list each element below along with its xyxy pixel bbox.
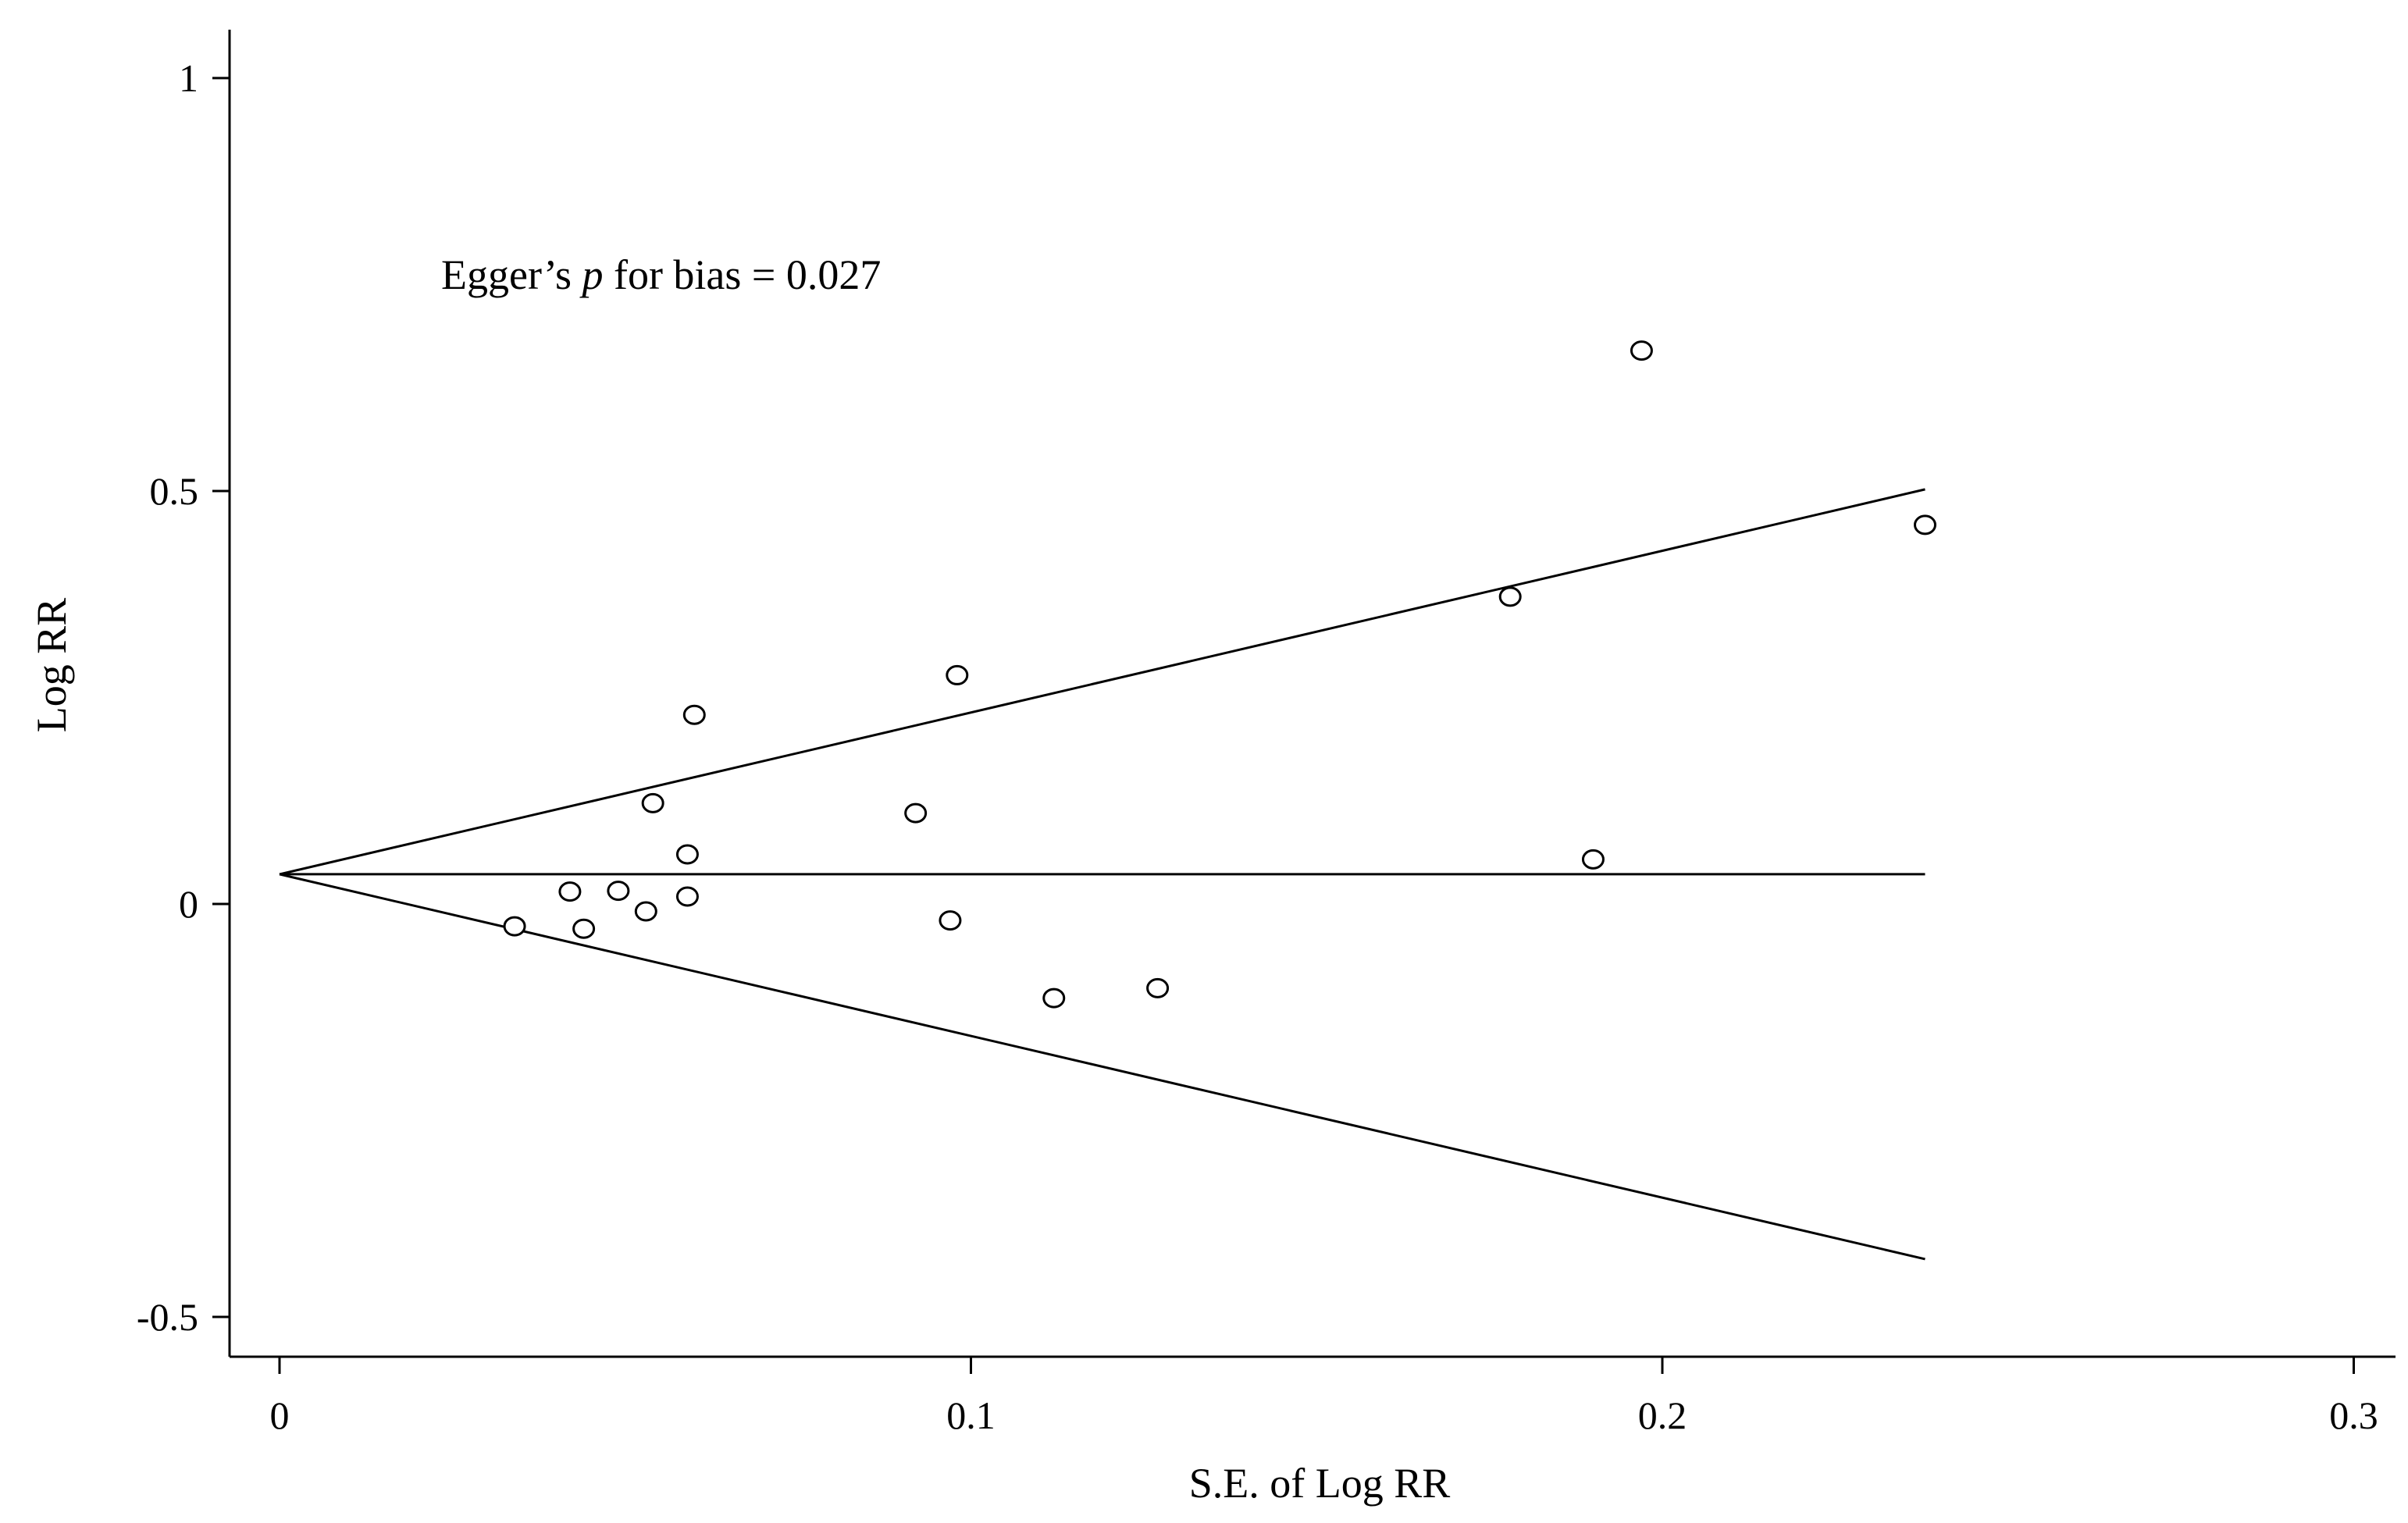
study-point — [1042, 987, 1066, 1009]
study-point — [939, 910, 962, 931]
study-point — [682, 704, 706, 725]
funnel-lower-limit-line — [279, 873, 1925, 1261]
x-tick-label: 0.3 — [2329, 1393, 2378, 1437]
study-point — [558, 881, 582, 902]
study-point — [634, 901, 657, 922]
axes — [228, 30, 2396, 1358]
study-point — [1913, 514, 1936, 536]
y-tick-label: -0.5 — [137, 1295, 198, 1339]
annotation-suffix: for bias = 0.027 — [603, 251, 881, 298]
annotation-prefix: Egger’s — [441, 251, 582, 298]
study-point — [675, 844, 699, 865]
study-point — [1630, 340, 1653, 361]
y-tick-label: 0.5 — [150, 469, 199, 513]
study-points — [503, 340, 1936, 1009]
y-tick-label: 0 — [179, 882, 198, 926]
egger-test-annotation: Egger’s p for bias = 0.027 — [441, 251, 881, 298]
study-point — [675, 886, 699, 907]
study-point — [904, 802, 928, 824]
study-point — [607, 881, 630, 902]
x-axis-title: S.E. of Log RR — [1189, 1460, 1451, 1507]
x-tick-label: 0.1 — [946, 1393, 996, 1437]
funnel-upper-limit-line — [279, 488, 1925, 876]
study-point — [503, 916, 526, 937]
study-point — [641, 792, 664, 813]
annotation-italic-p: p — [579, 251, 603, 298]
study-point — [946, 664, 969, 685]
x-tick-label: 0.2 — [1638, 1393, 1687, 1437]
x-axis-ticks: 0 0.1 0.2 0.3 — [270, 1357, 2378, 1437]
study-point — [1498, 586, 1522, 607]
x-tick-label: 0 — [270, 1393, 290, 1437]
funnel-lines — [279, 488, 1925, 1261]
study-point — [1146, 977, 1170, 998]
study-point — [1581, 849, 1605, 870]
y-axis-ticks: -0.5 0 0.5 1 — [137, 56, 230, 1339]
y-tick-label: 1 — [179, 56, 198, 100]
study-point — [572, 918, 596, 939]
y-axis-title: Log RR — [28, 598, 75, 733]
